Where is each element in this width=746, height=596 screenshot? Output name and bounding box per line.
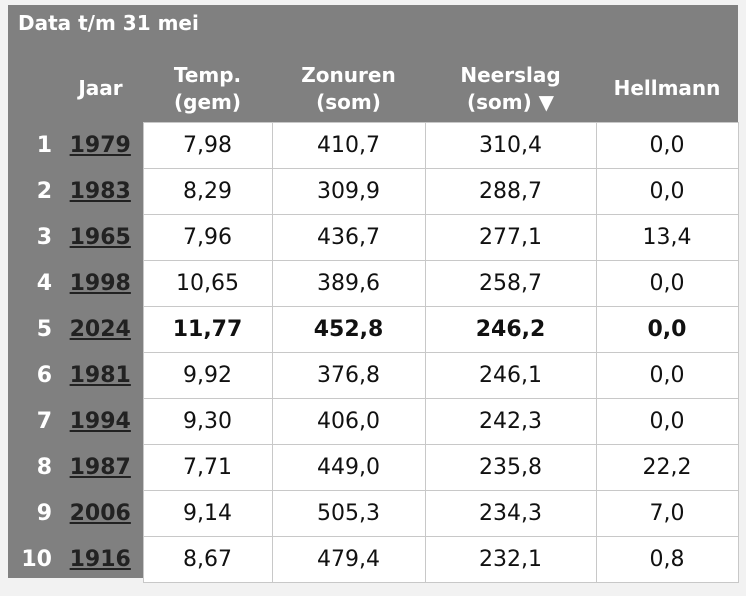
- hellmann: 0,8: [595, 536, 739, 583]
- temperature: 7,96: [142, 214, 273, 261]
- temperature: 9,14: [142, 490, 273, 537]
- temperature: 8,29: [142, 168, 273, 215]
- rank: 10: [21, 547, 52, 572]
- title: Data t/m 31 mei: [18, 11, 199, 35]
- precipitation: 242,3: [424, 398, 597, 445]
- rank: 5: [36, 317, 52, 342]
- sunshine-hours: 452,8: [271, 306, 426, 353]
- table-row: 10 1916 8,67 479,4 232,1 0,8: [8, 536, 739, 583]
- precipitation: 277,1: [424, 214, 597, 261]
- precipitation: 246,2: [424, 306, 597, 353]
- precipitation: 246,1: [424, 352, 597, 399]
- rank: 4: [36, 271, 52, 296]
- sunshine-hours: 389,6: [271, 260, 426, 307]
- table-row: 2 1983 8,29 309,9 288,7 0,0: [8, 168, 739, 215]
- panel: Data t/m 31 mei Jaar Temp. (gem) Zonuren (so…: [8, 5, 739, 583]
- sunshine-hours: 406,0: [271, 398, 426, 445]
- rank: 3: [36, 225, 52, 250]
- header-line: (som) ▼: [466, 89, 555, 114]
- rank: 1: [36, 133, 52, 158]
- year-link[interactable]: 1965: [69, 225, 131, 250]
- table-row: 4 1998 10,65 389,6 258,7 0,0: [8, 260, 739, 307]
- temperature: 11,77: [142, 306, 273, 353]
- table-row: 1 1979 7,98 410,7 310,4 0,0: [8, 122, 739, 169]
- hellmann: 22,2: [595, 444, 739, 491]
- year-link[interactable]: 1983: [69, 179, 131, 204]
- year-link[interactable]: 1987: [69, 455, 131, 480]
- column-header: Temp. (gem): [143, 55, 272, 123]
- header-line: (gem): [173, 89, 241, 114]
- sunshine-hours: 410,7: [271, 122, 426, 169]
- header-line: Zonuren: [301, 62, 396, 87]
- rank: 8: [36, 455, 52, 480]
- header-line: Jaar: [78, 76, 123, 101]
- sunshine-hours: 479,4: [271, 536, 426, 583]
- temperature: 10,65: [142, 260, 273, 307]
- precipitation: 288,7: [424, 168, 597, 215]
- year-link[interactable]: 1916: [69, 547, 131, 572]
- table-row: 8 1987 7,71 449,0 235,8 22,2: [8, 444, 739, 491]
- precipitation: 258,7: [424, 260, 597, 307]
- sunshine-hours: 309,9: [271, 168, 426, 215]
- column-header: Neerslag (som) ▼: [425, 55, 596, 123]
- ranking-table: Jaar Temp. (gem) Zonuren (som) Neerslag (som) …: [8, 55, 739, 583]
- hellmann: 7,0: [595, 490, 739, 537]
- hellmann: 0,0: [595, 398, 739, 445]
- sunshine-hours: 376,8: [271, 352, 426, 399]
- table-row: 3 1965 7,96 436,7 277,1 13,4: [8, 214, 739, 261]
- table-body: 1 1979 7,98 410,7 310,4 0,0 2 1983 8,29 309,9 288,…: [8, 122, 739, 583]
- hellmann: 0,0: [595, 260, 739, 307]
- temperature: 7,71: [142, 444, 273, 491]
- year-link[interactable]: 2024: [69, 317, 131, 342]
- sunshine-hours: 449,0: [271, 444, 426, 491]
- header-line: Neerslag: [460, 62, 561, 87]
- sunshine-hours: 436,7: [271, 214, 426, 261]
- temperature: 9,30: [142, 398, 273, 445]
- sunshine-hours: 505,3: [271, 490, 426, 537]
- table-row: 6 1981 9,92 376,8 246,1 0,0: [8, 352, 739, 399]
- header-line: Temp.: [173, 62, 242, 87]
- column-header: [8, 55, 58, 123]
- precipitation: 235,8: [424, 444, 597, 491]
- rank: 7: [36, 409, 52, 434]
- column-header: Jaar: [58, 55, 143, 123]
- year-link[interactable]: 1981: [69, 363, 131, 388]
- column-header: Hellmann: [596, 55, 738, 123]
- header-line: Hellmann: [613, 76, 721, 100]
- year-link[interactable]: 1979: [69, 133, 131, 158]
- table-row: 9 2006 9,14 505,3 234,3 7,0: [8, 490, 739, 537]
- rank: 9: [36, 501, 52, 526]
- rank: 6: [36, 363, 52, 388]
- hellmann: 0,0: [595, 122, 739, 169]
- year-link[interactable]: 1998: [69, 271, 131, 296]
- year-link[interactable]: 2006: [69, 501, 131, 526]
- rank: 2: [36, 179, 52, 204]
- precipitation: 234,3: [424, 490, 597, 537]
- temperature: 8,67: [142, 536, 273, 583]
- column-header: Zonuren (som): [272, 55, 425, 123]
- year-link[interactable]: 1994: [69, 409, 131, 434]
- temperature: 7,98: [142, 122, 273, 169]
- hellmann: 0,0: [595, 306, 739, 353]
- header-line: (som): [316, 89, 381, 114]
- table-row: 7 1994 9,30 406,0 242,3 0,0: [8, 398, 739, 445]
- hellmann: 0,0: [595, 352, 739, 399]
- temperature: 9,92: [142, 352, 273, 399]
- hellmann: 13,4: [595, 214, 739, 261]
- table-row: 5 2024 11,77 452,8 246,2 0,0: [8, 306, 739, 353]
- precipitation: 310,4: [424, 122, 597, 169]
- hellmann: 0,0: [595, 168, 739, 215]
- header-row: Jaar Temp. (gem) Zonuren (som) Neerslag (som) …: [8, 55, 738, 123]
- precipitation: 232,1: [424, 536, 597, 583]
